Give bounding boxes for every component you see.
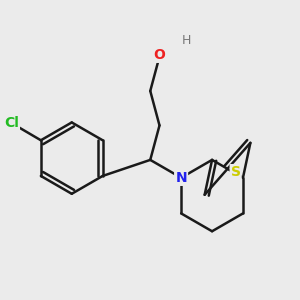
Text: H: H: [182, 34, 191, 47]
Text: N: N: [176, 171, 187, 185]
Text: O: O: [154, 48, 165, 62]
Text: S: S: [231, 165, 241, 179]
Text: Cl: Cl: [4, 116, 19, 130]
Text: N: N: [176, 171, 187, 185]
